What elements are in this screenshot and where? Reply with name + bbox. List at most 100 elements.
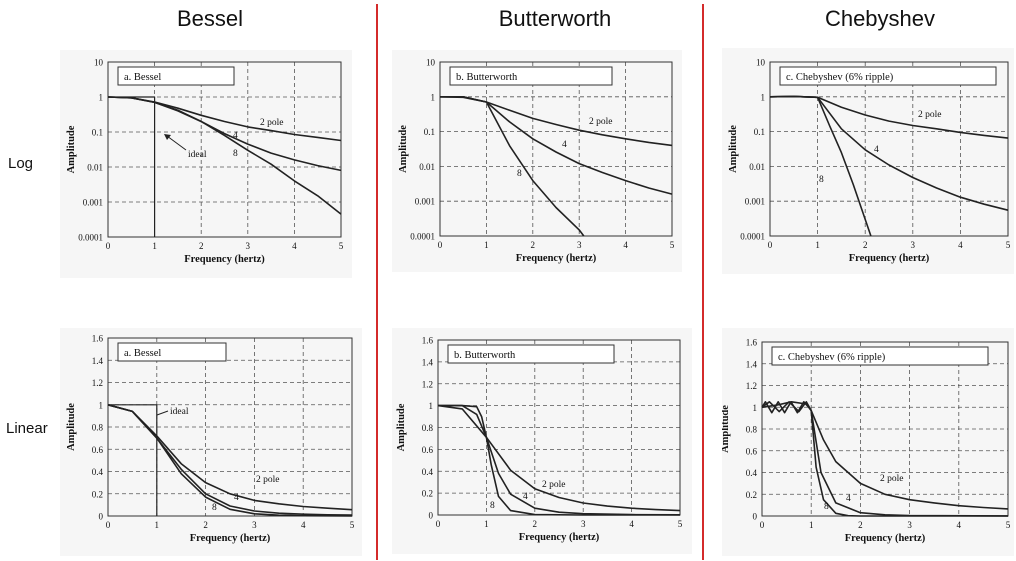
series-line-ideal bbox=[108, 96, 156, 237]
chart-panel-chebyshev-linear: 0 0.2 0.4 0.6 0.8 1 1.2 1.4 1.6 0 1 2 3 4 5 Frequency (… bbox=[720, 328, 1014, 556]
y-tick-label: 0.4 bbox=[92, 467, 104, 477]
series-line-ideal bbox=[108, 404, 158, 516]
y-tick-label: 10 bbox=[94, 58, 104, 68]
column-title-bessel: Bessel bbox=[176, 6, 244, 31]
y-tick-label: 0.2 bbox=[746, 490, 757, 500]
x-tick-label: 5 bbox=[1006, 240, 1011, 250]
x-axis-label: Frequency (hertz) bbox=[516, 253, 597, 264]
x-tick-label: 3 bbox=[911, 240, 916, 250]
series-line-2-pole bbox=[439, 96, 673, 147]
y-tick-label: 0.0001 bbox=[410, 232, 435, 242]
series-annotation: 8 bbox=[212, 503, 217, 513]
series-annotation: 2 pole bbox=[918, 110, 941, 120]
chart-title: a. Bessel bbox=[124, 348, 161, 359]
chart-title: a. Bessel bbox=[124, 72, 161, 83]
series-line-2-pole bbox=[761, 401, 1009, 510]
y-tick-label: 0 bbox=[99, 512, 104, 522]
x-tick-label: 3 bbox=[577, 240, 582, 250]
chart-title: b. Butterworth bbox=[454, 350, 516, 361]
series-annotation: 8 bbox=[824, 502, 829, 512]
y-tick-label: 1.2 bbox=[92, 378, 103, 388]
x-tick-label: 1 bbox=[155, 520, 160, 530]
y-tick-label: 0.1 bbox=[92, 128, 103, 138]
chart-chebyshev-linear: 0 0.2 0.4 0.6 0.8 1 1.2 1.4 1.6 0 1 2 3 4 5 Frequency (… bbox=[720, 338, 1011, 545]
y-tick-label: 0.8 bbox=[422, 423, 434, 433]
y-tick-label: 1.6 bbox=[92, 334, 104, 344]
y-tick-label: 0.6 bbox=[92, 445, 104, 455]
x-tick-label: 1 bbox=[815, 240, 820, 250]
x-tick-label: 5 bbox=[678, 519, 683, 529]
x-tick-label: 1 bbox=[484, 240, 489, 250]
series-line-4 bbox=[438, 404, 681, 516]
y-tick-label: 0.01 bbox=[87, 163, 103, 173]
x-axis-label: Frequency (hertz) bbox=[519, 532, 600, 543]
x-tick-label: 2 bbox=[533, 519, 538, 529]
x-tick-label: 4 bbox=[301, 520, 306, 530]
series-annotation: 2 pole bbox=[256, 475, 279, 485]
x-tick-label: 3 bbox=[907, 520, 912, 530]
ideal-arrowhead bbox=[164, 134, 171, 140]
plot-frame bbox=[439, 61, 673, 237]
x-tick-label: 4 bbox=[292, 241, 297, 251]
chart-panel-bessel-log: 0.0001 0.001 0.01 0.1 1 10 0 1 2 3 4 5 Frequency (he… bbox=[60, 50, 352, 278]
column-title-butterworth: Butterworth bbox=[498, 6, 612, 31]
x-tick-label: 2 bbox=[199, 241, 204, 251]
chart-title-box bbox=[117, 66, 235, 86]
chart-title-box bbox=[447, 344, 615, 364]
series-line-8 bbox=[761, 401, 1008, 517]
y-tick-label: 1 bbox=[431, 92, 436, 102]
series-line-2-pole bbox=[437, 404, 681, 512]
chart-chebyshev-log: 0.0001 0.001 0.01 0.1 1 10 0 1 2 3 4 5 Frequency (he… bbox=[728, 58, 1011, 265]
x-tick-label: 2 bbox=[863, 240, 868, 250]
column-divider-2 bbox=[702, 4, 704, 560]
y-tick-label: 1.6 bbox=[746, 338, 758, 348]
y-tick-label: 0.0001 bbox=[740, 232, 765, 242]
y-tick-label: 1.4 bbox=[746, 359, 758, 369]
series-annotation: 8 bbox=[490, 501, 495, 511]
series-line-4 bbox=[107, 96, 342, 172]
chart-panel-butterworth-log: 0.0001 0.001 0.01 0.1 1 10 0 1 2 3 4 5 Frequency (he… bbox=[392, 50, 682, 272]
x-tick-label: 2 bbox=[858, 520, 863, 530]
plot-frame bbox=[769, 61, 1009, 237]
x-tick-label: 4 bbox=[958, 240, 963, 250]
y-tick-label: 0.0001 bbox=[78, 233, 103, 243]
x-tick-label: 5 bbox=[670, 240, 675, 250]
series-annotation: ideal bbox=[188, 150, 207, 160]
chart-title-box bbox=[779, 66, 997, 86]
series-line-8 bbox=[107, 404, 353, 517]
y-axis-label: Amplitude bbox=[728, 125, 739, 173]
series-line-8 bbox=[440, 96, 585, 237]
y-tick-label: 0.01 bbox=[749, 162, 765, 172]
y-tick-label: 0.1 bbox=[424, 127, 435, 137]
series-line-4 bbox=[107, 404, 353, 516]
y-tick-label: 0.01 bbox=[419, 162, 435, 172]
chart-title-box bbox=[449, 66, 613, 86]
x-tick-label: 4 bbox=[629, 519, 634, 529]
y-tick-label: 1 bbox=[429, 401, 434, 411]
chart-butterworth-log: 0.0001 0.001 0.01 0.1 1 10 0 1 2 3 4 5 Frequency (he… bbox=[398, 58, 675, 265]
chart-butterworth-linear: 0 0.2 0.4 0.6 0.8 1 1.2 1.4 1.6 0 1 2 3 4 5 Frequency (… bbox=[396, 336, 683, 544]
row-label-log: Log bbox=[8, 155, 34, 172]
y-axis-label: Amplitude bbox=[722, 405, 731, 453]
y-tick-label: 1.4 bbox=[92, 356, 104, 366]
x-tick-label: 0 bbox=[760, 520, 765, 530]
y-tick-label: 1 bbox=[99, 93, 104, 103]
y-axis-label: Amplitude bbox=[66, 403, 77, 451]
series-line-8 bbox=[769, 95, 872, 237]
x-tick-label: 1 bbox=[484, 519, 489, 529]
series-line-8 bbox=[107, 96, 342, 215]
series-annotation: 4 bbox=[234, 493, 239, 503]
y-tick-label: 1 bbox=[761, 92, 766, 102]
series-annotation: 4 bbox=[562, 140, 567, 150]
chart-title: c. Chebyshev (6% ripple) bbox=[786, 72, 894, 83]
x-axis-label: Frequency (hertz) bbox=[184, 254, 265, 265]
chart-panel-bessel-linear: 0 0.2 0.4 0.6 0.8 1 1.2 1.4 1.6 0 1 2 3 4 5 Frequency (… bbox=[60, 328, 362, 556]
y-tick-label: 0.4 bbox=[422, 467, 434, 477]
y-axis-label: Amplitude bbox=[396, 403, 407, 451]
chart-panel-butterworth-linear: 0 0.2 0.4 0.6 0.8 1 1.2 1.4 1.6 0 1 2 3 4 5 Frequency (… bbox=[392, 328, 692, 554]
y-tick-label: 1.2 bbox=[746, 381, 757, 391]
y-axis-label: Amplitude bbox=[398, 125, 409, 173]
x-tick-label: 0 bbox=[436, 519, 441, 529]
series-annotation: 2 pole bbox=[589, 117, 612, 127]
x-axis-label: Frequency (hertz) bbox=[190, 533, 271, 544]
